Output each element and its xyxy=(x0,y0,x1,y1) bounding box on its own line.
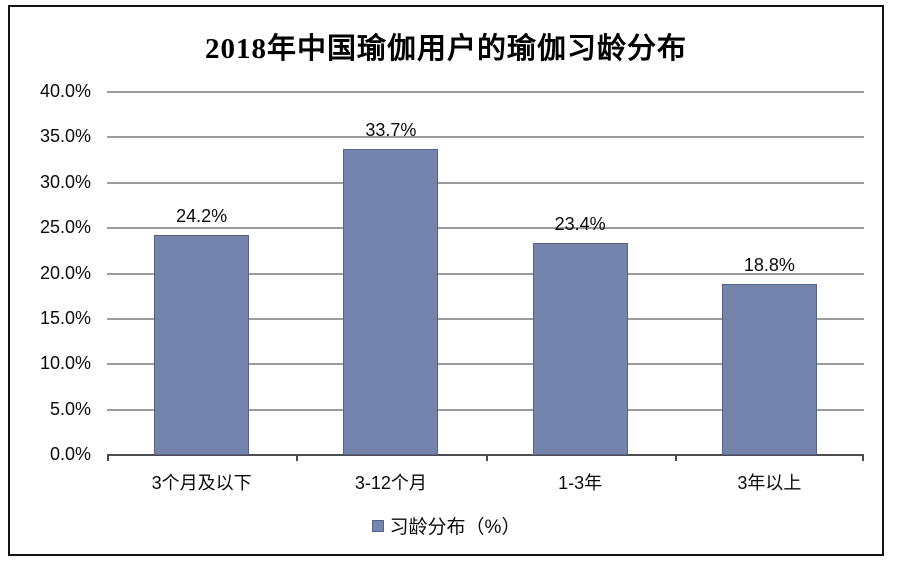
chart-title: 2018年中国瑜伽用户的瑜伽习龄分布 xyxy=(204,33,687,65)
gridline xyxy=(107,408,864,411)
y-tick-label: 30.0% xyxy=(39,171,91,192)
bar-value-label: 24.2% xyxy=(176,206,228,227)
chart-frame: 2018年中国瑜伽用户的瑜伽习龄分布 24.2% 33.7% 23.4% 18.8% … xyxy=(8,5,884,556)
legend-swatch-icon xyxy=(371,519,384,532)
gridline xyxy=(107,272,864,275)
gridline xyxy=(107,91,864,93)
gridline xyxy=(107,181,864,184)
bar-value-label: 18.8% xyxy=(743,255,795,276)
bar-3-12个月 xyxy=(343,149,439,455)
x-axis-tick xyxy=(485,455,488,461)
bar-1-3年 xyxy=(532,242,628,455)
gridline xyxy=(107,317,864,320)
y-tick-label: 10.0% xyxy=(39,353,91,374)
y-tick-label: 40.0% xyxy=(39,81,91,101)
x-tick-label: 3年以上 xyxy=(737,473,802,493)
x-tick-label: 3-12个月 xyxy=(354,473,427,493)
x-tick-label: 1-3年 xyxy=(558,473,603,493)
y-tick-label: 0.0% xyxy=(49,444,91,464)
bar-value-label: 33.7% xyxy=(365,120,417,141)
bar-value-label: 23.4% xyxy=(554,213,606,234)
gridline xyxy=(107,363,864,366)
legend: 习龄分布（%） xyxy=(10,512,882,539)
gridline xyxy=(107,136,864,139)
x-axis-tick xyxy=(862,455,864,461)
y-tick-label: 15.0% xyxy=(39,307,91,328)
legend-label: 习龄分布（%） xyxy=(389,517,521,538)
y-tick-label: 25.0% xyxy=(39,217,91,238)
gridline xyxy=(107,227,864,230)
x-axis-tick xyxy=(296,455,299,461)
x-tick-label: 3个月及以下 xyxy=(151,473,252,493)
y-tick-label: 20.0% xyxy=(39,262,91,283)
plot-area: 24.2% 33.7% 23.4% 18.8% xyxy=(107,91,864,461)
bar-3年以上 xyxy=(721,284,817,455)
bar-3个月及以下 xyxy=(154,235,250,455)
y-tick-label: 35.0% xyxy=(39,126,91,147)
y-tick-label: 5.0% xyxy=(49,398,91,419)
x-axis-tick xyxy=(107,455,109,461)
x-axis-tick xyxy=(674,455,677,461)
